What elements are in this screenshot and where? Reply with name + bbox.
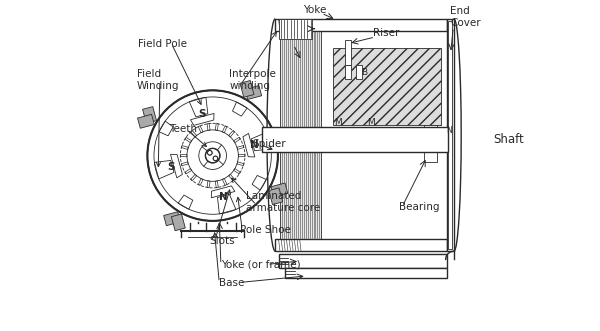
Polygon shape: [190, 114, 214, 125]
Polygon shape: [245, 85, 262, 100]
Circle shape: [205, 148, 220, 163]
Polygon shape: [164, 212, 181, 226]
Polygon shape: [181, 162, 188, 166]
Polygon shape: [269, 188, 283, 205]
Polygon shape: [181, 155, 187, 157]
Text: Yoke (or frame): Yoke (or frame): [221, 260, 301, 269]
Polygon shape: [191, 174, 197, 181]
Text: Field Pole: Field Pole: [139, 38, 187, 49]
Text: N: N: [220, 192, 228, 202]
Text: Pole Shoe: Pole Shoe: [240, 225, 291, 235]
Polygon shape: [178, 195, 193, 209]
Text: Base: Base: [219, 277, 245, 288]
Polygon shape: [240, 80, 254, 97]
Polygon shape: [170, 154, 182, 178]
Bar: [333, 48, 442, 125]
Polygon shape: [154, 161, 174, 179]
Polygon shape: [223, 178, 227, 185]
Polygon shape: [243, 133, 255, 157]
Bar: [345, 40, 351, 65]
Polygon shape: [159, 121, 173, 136]
Polygon shape: [237, 146, 244, 150]
Text: End
Cover: End Cover: [450, 6, 481, 28]
Bar: [278, 255, 446, 268]
Text: Interpole
winding: Interpole winding: [229, 69, 276, 91]
Text: B: B: [361, 68, 367, 77]
Polygon shape: [137, 114, 154, 128]
Bar: [356, 65, 362, 79]
Polygon shape: [233, 137, 241, 143]
Polygon shape: [223, 126, 227, 133]
Text: S: S: [167, 162, 175, 172]
Text: Bearing: Bearing: [399, 202, 439, 212]
Polygon shape: [271, 183, 288, 197]
Bar: [262, 127, 448, 152]
Text: Teeth: Teeth: [169, 124, 197, 134]
Bar: [446, 19, 454, 251]
Text: Riser: Riser: [373, 28, 399, 38]
Text: M: M: [367, 118, 375, 127]
Text: M: M: [334, 118, 342, 127]
Polygon shape: [185, 168, 191, 174]
Polygon shape: [207, 181, 210, 188]
Polygon shape: [207, 123, 210, 130]
Bar: [275, 19, 446, 31]
Polygon shape: [199, 178, 203, 185]
Polygon shape: [238, 155, 245, 157]
Polygon shape: [229, 130, 235, 137]
Circle shape: [213, 156, 218, 161]
Polygon shape: [233, 168, 241, 174]
Polygon shape: [229, 174, 235, 181]
Bar: [448, 21, 452, 249]
Polygon shape: [218, 194, 236, 214]
Polygon shape: [172, 214, 185, 231]
Polygon shape: [143, 107, 157, 123]
Bar: [275, 239, 446, 251]
Polygon shape: [251, 132, 271, 151]
Polygon shape: [181, 146, 188, 150]
Circle shape: [148, 90, 278, 221]
Polygon shape: [190, 97, 208, 117]
Text: Spider: Spider: [252, 139, 286, 149]
Bar: [278, 19, 311, 39]
Circle shape: [208, 151, 212, 155]
Polygon shape: [199, 126, 203, 133]
Text: Laminated
armature core: Laminated armature core: [245, 191, 320, 213]
Text: N: N: [446, 126, 452, 135]
Polygon shape: [211, 186, 235, 198]
Text: Shaft: Shaft: [494, 133, 524, 146]
Bar: [280, 31, 322, 239]
Polygon shape: [232, 102, 247, 116]
Polygon shape: [237, 162, 244, 166]
Bar: [424, 125, 437, 162]
Text: Slots: Slots: [209, 236, 235, 246]
Text: Field
Winding: Field Winding: [137, 69, 179, 91]
Polygon shape: [191, 130, 197, 137]
Polygon shape: [215, 181, 218, 188]
Text: Yoke: Yoke: [303, 5, 326, 15]
Text: N: N: [250, 140, 259, 150]
Polygon shape: [215, 123, 218, 130]
Polygon shape: [252, 175, 266, 190]
Bar: [285, 268, 446, 278]
Polygon shape: [185, 137, 191, 143]
Bar: [346, 65, 352, 79]
Text: S: S: [198, 109, 205, 119]
